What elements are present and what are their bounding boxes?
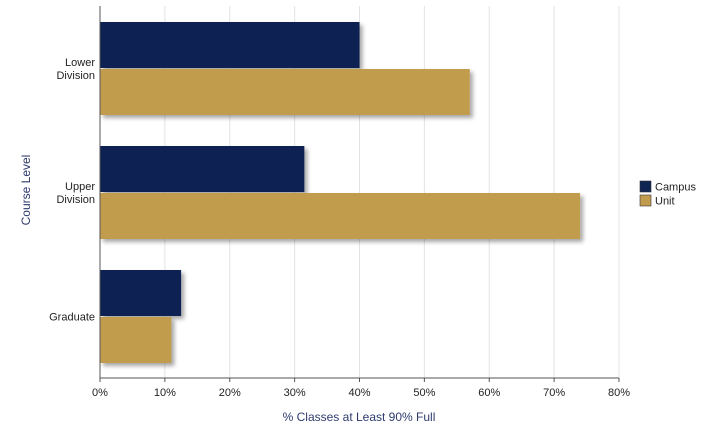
legend: Campus Unit: [639, 180, 696, 208]
x-tick-label: 60%: [478, 387, 500, 399]
x-tick-label: 0%: [92, 387, 108, 399]
category-label: Upper Division: [56, 181, 95, 206]
bars: [100, 22, 581, 363]
y-axis-category-labels: Lower Division Upper Division Graduate: [49, 57, 95, 324]
legend-swatch-unit[interactable]: [639, 194, 652, 207]
legend-label-campus[interactable]: Campus: [655, 182, 696, 194]
x-axis-title: % Classes at Least 90% Full: [283, 410, 436, 424]
category-label: Graduate: [49, 312, 95, 324]
bar-unit-1[interactable]: [100, 193, 581, 239]
legend-swatch-campus[interactable]: [639, 180, 652, 193]
category-label: Lower Division: [56, 57, 95, 82]
x-tick-label: 50%: [413, 387, 435, 399]
x-tick-label: 40%: [348, 387, 370, 399]
bar-unit-0[interactable]: [100, 69, 470, 115]
bar-campus-2[interactable]: [100, 270, 182, 316]
legend-label-unit[interactable]: Unit: [655, 196, 675, 208]
x-tick-label: 20%: [219, 387, 241, 399]
x-axis-ticks: 0% 10% 20% 30% 40% 50% 60% 70% 80%: [92, 378, 630, 399]
x-tick-label: 10%: [154, 387, 176, 399]
bar-campus-0[interactable]: [100, 22, 360, 68]
y-axis-title: Course Level: [19, 155, 33, 226]
x-tick-label: 30%: [284, 387, 306, 399]
x-tick-label: 70%: [543, 387, 565, 399]
x-tick-label: 80%: [608, 387, 630, 399]
bar-unit-2[interactable]: [100, 317, 172, 363]
bar-campus-1[interactable]: [100, 146, 305, 192]
